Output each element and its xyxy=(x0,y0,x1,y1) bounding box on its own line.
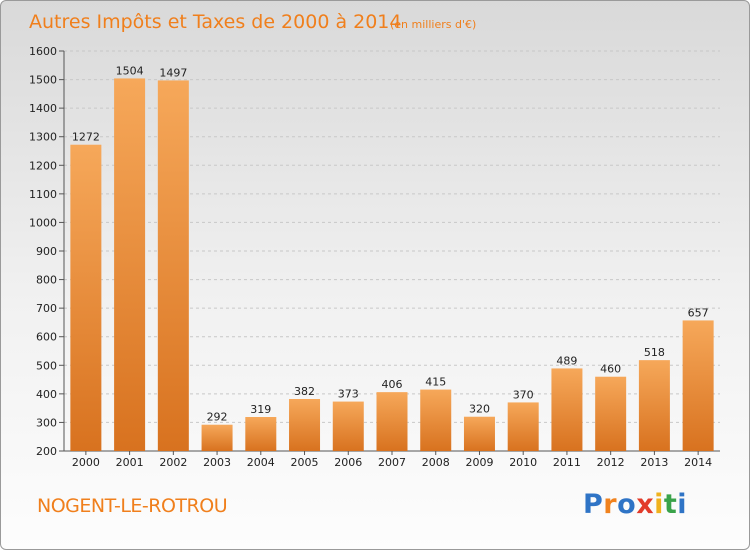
value-label-2012: 460 xyxy=(600,363,621,376)
bar-2011 xyxy=(551,368,583,451)
brand-letter: i xyxy=(677,489,688,520)
bar-2009 xyxy=(463,416,495,451)
axes: 200 300 400 500 600 700 800 900 1000 1100 1200 1300… xyxy=(29,45,720,469)
bar-2002 xyxy=(157,80,189,451)
brand-letter: t xyxy=(663,489,678,520)
value-label-2010: 370 xyxy=(513,388,534,401)
brand-logo[interactable]: Proxiti xyxy=(583,489,687,520)
bar-2003 xyxy=(201,424,233,451)
value-label-2014: 657 xyxy=(688,306,709,319)
chart-unit: (en milliers d'€) xyxy=(390,18,476,31)
bar-2001 xyxy=(114,78,146,451)
bar-2008 xyxy=(420,389,452,451)
value-labels: 1272 1504 1497 292 319 382 373 406 415 320 370 489 4… xyxy=(72,64,709,423)
bar-2007 xyxy=(376,392,408,451)
value-label-2000: 1272 xyxy=(72,131,100,144)
value-label-2004: 319 xyxy=(250,403,271,416)
y-tick-label: 1100 xyxy=(29,188,57,201)
bar-2013 xyxy=(638,360,670,451)
brand-letter: P xyxy=(583,489,604,520)
x-tick-label: 2010 xyxy=(509,456,537,469)
y-tick-label: 1500 xyxy=(29,74,57,87)
y-tick-label: 900 xyxy=(36,245,57,258)
value-label-2011: 489 xyxy=(556,354,577,367)
y-tick-label: 800 xyxy=(36,274,57,287)
y-tick-label: 1300 xyxy=(29,131,57,144)
x-tick-label: 2001 xyxy=(116,456,144,469)
y-tick-label: 200 xyxy=(36,445,57,458)
x-tick-label: 2000 xyxy=(72,456,100,469)
bar-2006 xyxy=(332,401,364,451)
y-tick-label: 300 xyxy=(36,416,57,429)
x-tick-label: 2005 xyxy=(291,456,319,469)
chart-title: Autres Impôts et Taxes de 2000 à 2014 xyxy=(29,11,402,33)
x-tick-label: 2003 xyxy=(203,456,231,469)
x-tick-label: 2007 xyxy=(378,456,406,469)
bar-2005 xyxy=(289,399,321,451)
bar-2004 xyxy=(245,417,277,451)
x-tick-label: 2008 xyxy=(422,456,450,469)
y-tick-label: 700 xyxy=(36,302,57,315)
value-label-2005: 382 xyxy=(294,385,315,398)
value-label-2001: 1504 xyxy=(116,64,144,77)
x-tick-label: 2009 xyxy=(465,456,493,469)
bar-2012 xyxy=(595,376,627,451)
x-tick-label: 2006 xyxy=(334,456,362,469)
x-tick-label: 2013 xyxy=(640,456,668,469)
bar-2000 xyxy=(70,144,102,451)
brand-letter: x xyxy=(636,489,655,520)
town-name: NOGENT-LE-ROTROU xyxy=(37,495,228,517)
y-tick-label: 600 xyxy=(36,331,57,344)
x-tick-label: 2004 xyxy=(247,456,275,469)
x-tick-label: 2014 xyxy=(684,456,712,469)
brand-letter: i xyxy=(654,489,664,520)
y-tick-label: 400 xyxy=(36,388,57,401)
brand-letter: r xyxy=(603,489,618,520)
bar-2010 xyxy=(507,402,539,451)
x-tick-label: 2012 xyxy=(597,456,625,469)
bar-2014 xyxy=(682,320,714,451)
value-label-2007: 406 xyxy=(382,378,403,391)
value-label-2008: 415 xyxy=(425,376,446,389)
y-tick-label: 1200 xyxy=(29,159,57,172)
bars xyxy=(70,78,714,451)
value-label-2003: 292 xyxy=(207,411,228,424)
y-tick-label: 1000 xyxy=(29,216,57,229)
value-label-2002: 1497 xyxy=(159,66,187,79)
x-tick-label: 2011 xyxy=(553,456,581,469)
brand-letter: o xyxy=(617,489,637,520)
y-tick-label: 500 xyxy=(36,359,57,372)
value-label-2006: 373 xyxy=(338,388,359,401)
value-label-2009: 320 xyxy=(469,403,490,416)
y-tick-label: 1400 xyxy=(29,102,57,115)
value-label-2013: 518 xyxy=(644,346,665,359)
y-tick-label: 1600 xyxy=(29,45,57,58)
x-tick-label: 2002 xyxy=(159,456,187,469)
